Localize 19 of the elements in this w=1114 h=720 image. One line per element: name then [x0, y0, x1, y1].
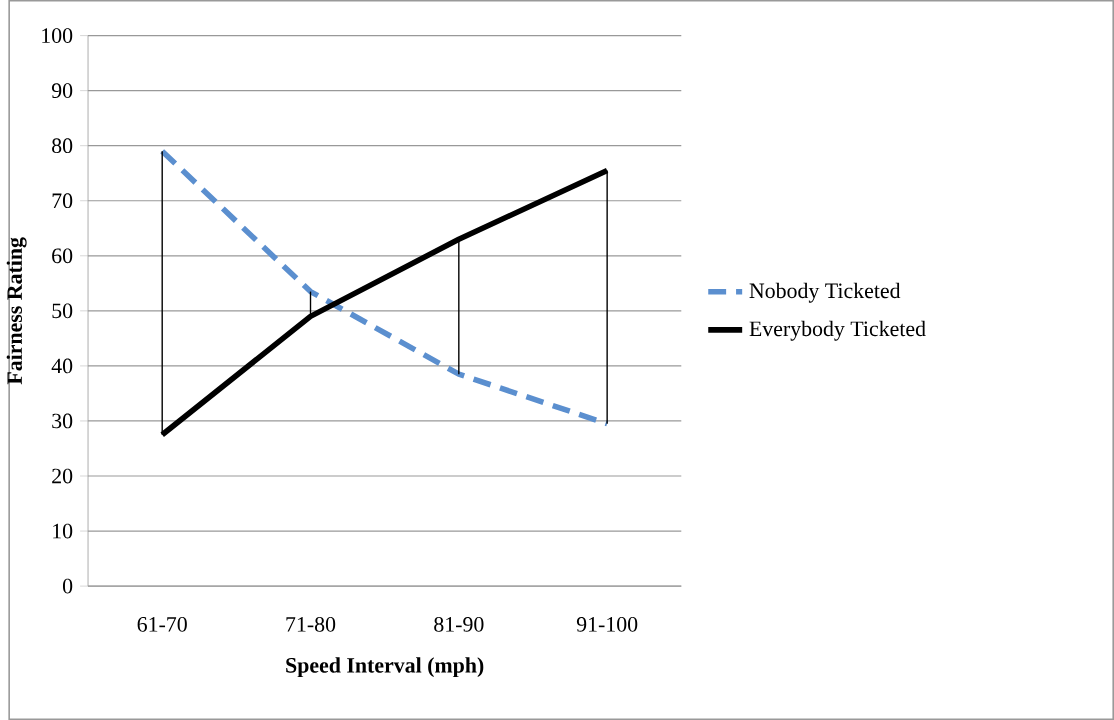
legend-label: Everybody Ticketed	[749, 320, 926, 341]
y-axis-title: Fairness Rating	[6, 237, 27, 385]
x-tick-label: 91-100	[576, 616, 638, 632]
y-tick-label: 60	[52, 248, 73, 264]
x-tick-label: 81-90	[434, 616, 484, 632]
x-tick-label: 71-80	[286, 616, 336, 632]
y-tick-label: 20	[52, 468, 73, 484]
y-tick-label: 10	[53, 523, 73, 539]
y-tick-label: 80	[52, 138, 73, 154]
y-tick-label: 30	[52, 413, 73, 429]
legend-label: Nobody Ticketed	[749, 282, 901, 303]
y-tick-label: 50	[52, 303, 73, 319]
y-tick-label: 40	[51, 358, 73, 374]
y-tick-label: 70	[52, 193, 73, 209]
y-tick-label: 90	[51, 83, 73, 98]
y-tick-label: 100	[42, 28, 73, 43]
y-tick-label: 0	[62, 578, 73, 594]
x-axis-title: Speed Interval (mph)	[286, 657, 484, 678]
x-tick-label: 61-70	[137, 616, 187, 632]
